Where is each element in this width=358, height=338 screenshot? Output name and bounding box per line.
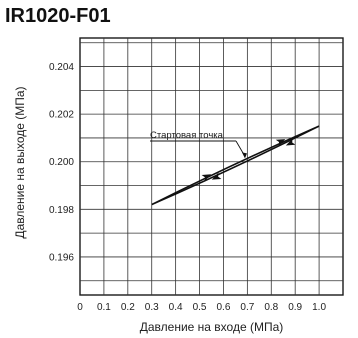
series-line-2: [151, 125, 320, 206]
arrow-down-2-head: [285, 138, 296, 146]
arrow-up-1: [201, 174, 212, 182]
y-tick-label: 0.196: [49, 252, 74, 263]
x-tick-label: 0.9: [288, 302, 302, 313]
y-tick-label: 0.204: [49, 62, 74, 73]
grid: [80, 38, 343, 295]
x-axis-label: Давление на входе (МПа): [140, 320, 284, 334]
x-tick-label: 1.0: [312, 302, 326, 313]
y-tick-label: 0.200: [49, 157, 74, 168]
x-tick-label: 0.8: [264, 302, 278, 313]
annotation-start-point: Стартовая точка: [150, 130, 224, 141]
annotation-arrowhead: [241, 152, 247, 159]
arrow-up-1-head: [201, 174, 212, 182]
arrow-up-2: [275, 139, 286, 147]
arrow-down-1-head: [211, 172, 222, 180]
x-tick-label: 0.7: [240, 302, 254, 313]
y-tick-label: 0.198: [49, 205, 74, 216]
annotation-group: Стартовая точка: [150, 130, 247, 159]
arrow-down-2: [285, 138, 296, 146]
x-tick-label: 0.4: [169, 302, 183, 313]
x-tick-label: 0.3: [145, 302, 159, 313]
x-tick-label: 0: [77, 302, 83, 313]
tick-labels: 0 0.1 0.2 0.3 0.4 0.5 0.6 0.7 0.8 0.9 1.0 0.196 0.19…: [49, 62, 327, 313]
x-tick-label: 0.5: [193, 302, 207, 313]
arrow-up-2-head: [275, 139, 286, 147]
y-axis-label: Давление на выходе (МПа): [13, 86, 27, 238]
series-group: [151, 125, 320, 206]
y-tick-label: 0.202: [49, 110, 74, 121]
plot-background: [79, 37, 344, 296]
arrow-down-1: [211, 172, 222, 180]
x-tick-label: 0.6: [217, 302, 231, 313]
chart-title: IR1020-F01: [5, 5, 111, 27]
x-tick-label: 0.1: [97, 302, 111, 313]
x-tick-label: 0.2: [121, 302, 135, 313]
plot-frame: [79, 37, 344, 296]
series-line-1: [151, 125, 320, 206]
